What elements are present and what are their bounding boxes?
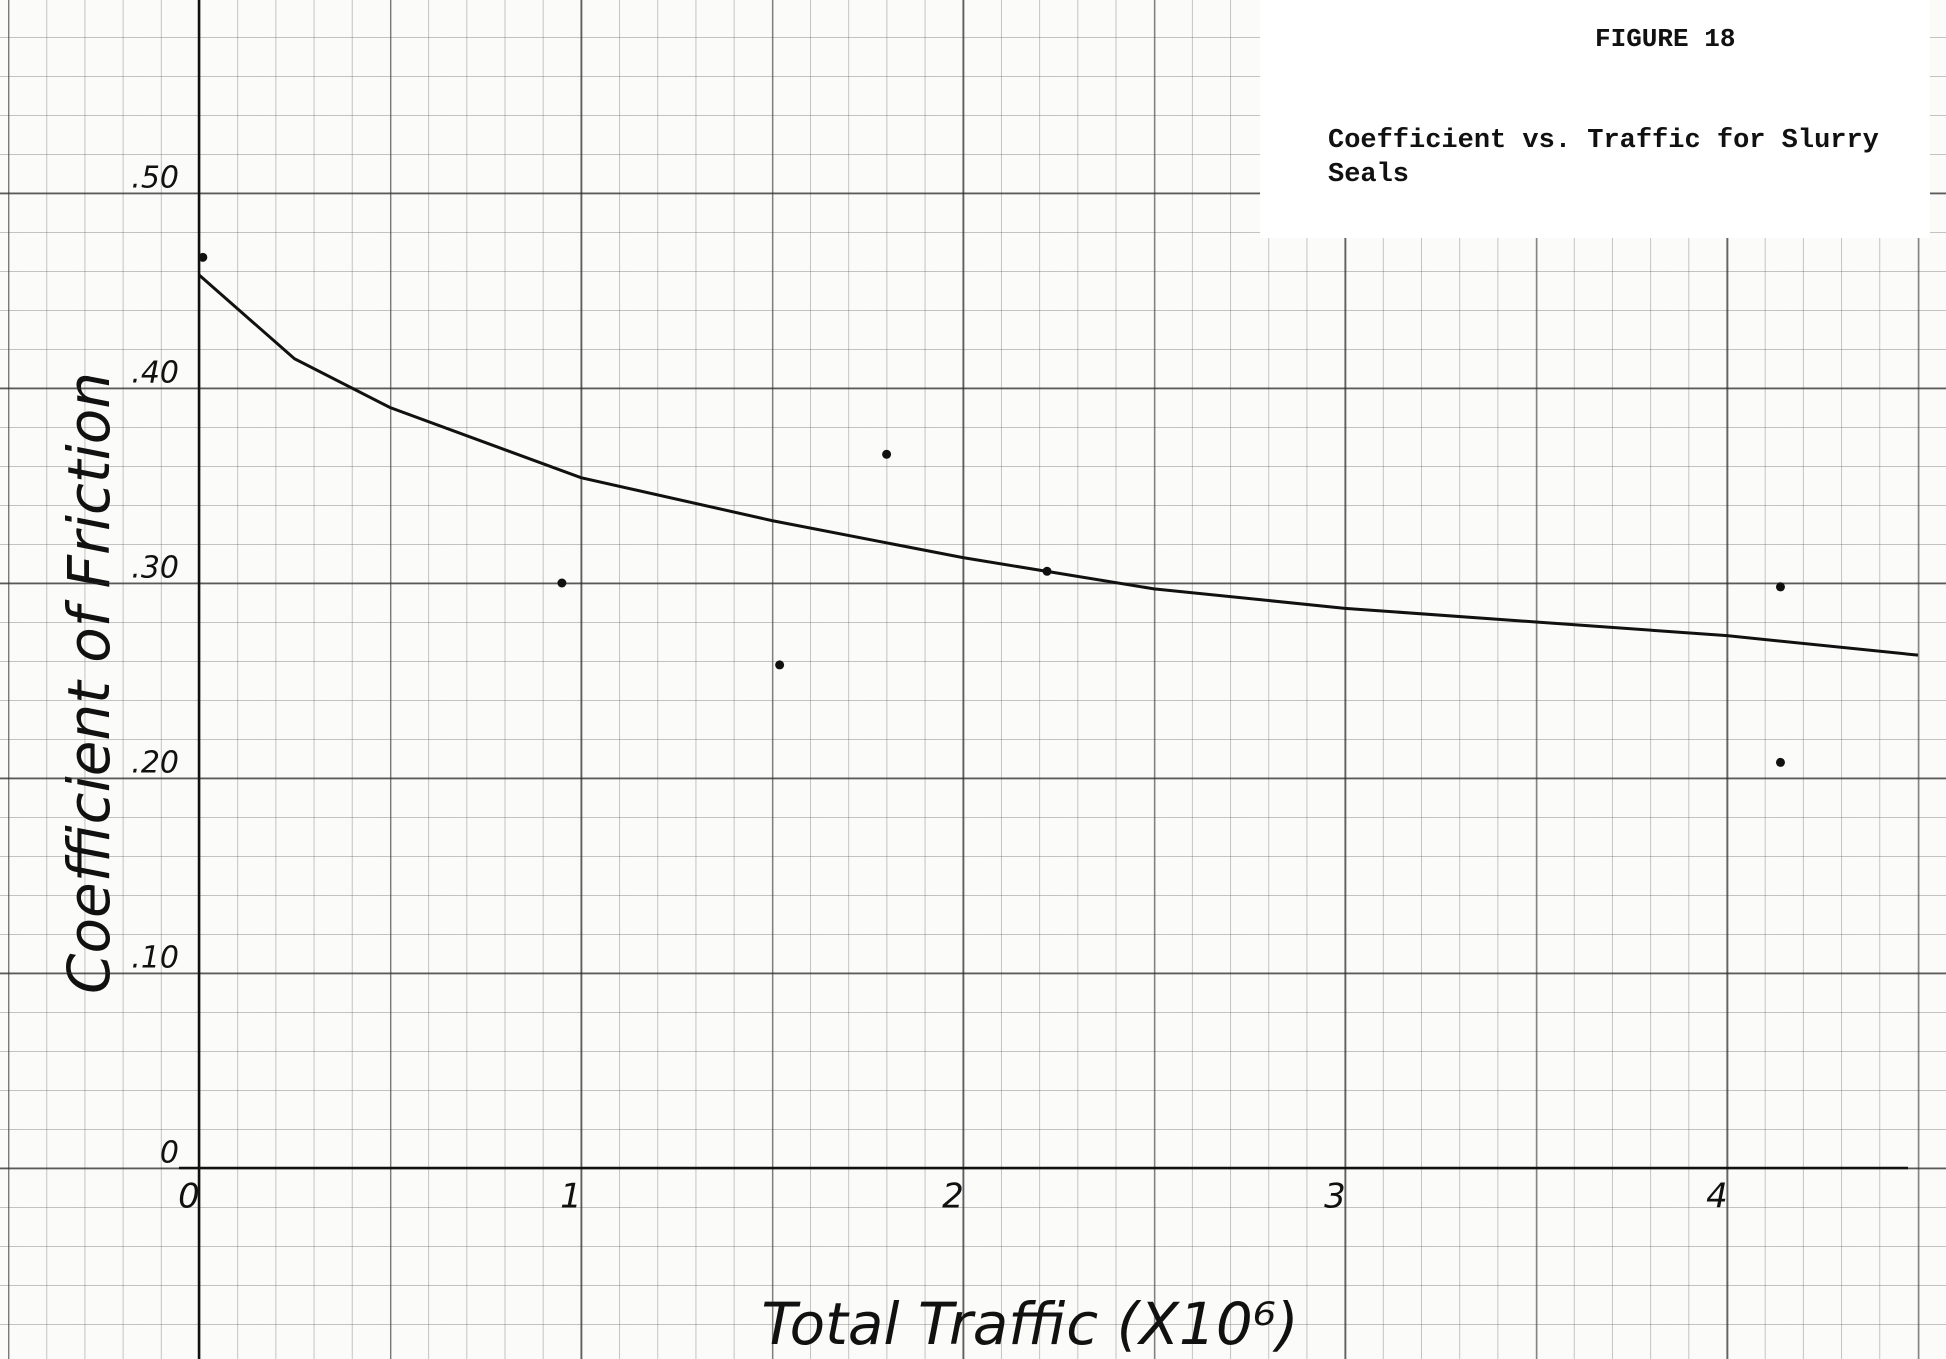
x-tick-label: 1 bbox=[560, 1177, 582, 1217]
y-tick-label: .30 bbox=[131, 551, 179, 586]
chart-title: Coefficient vs. Traffic for Slurry Seals bbox=[1328, 124, 1898, 192]
y-tick-label: .10 bbox=[131, 941, 179, 976]
y-tick-label: .20 bbox=[131, 746, 179, 781]
caption-box: FIGURE 18 Coefficient vs. Traffic for Sl… bbox=[1260, 0, 1930, 238]
data-point bbox=[557, 579, 566, 588]
data-point bbox=[198, 253, 207, 262]
x-tick-label: 4 bbox=[1706, 1177, 1728, 1217]
figure-label: FIGURE 18 bbox=[1595, 24, 1735, 54]
y-tick-label: .50 bbox=[131, 161, 179, 196]
fit-curve bbox=[199, 275, 1918, 655]
x-axis-label: Total Traffic (X10⁶) bbox=[761, 1290, 1298, 1358]
page: Coefficient of Friction Total Traffic (X… bbox=[0, 0, 1946, 1359]
x-tick-label: 0 bbox=[178, 1177, 200, 1217]
x-tick-label: 3 bbox=[1324, 1177, 1346, 1217]
y-tick-label: .40 bbox=[131, 356, 179, 391]
x-tick-label: 2 bbox=[942, 1177, 964, 1217]
data-point bbox=[882, 450, 891, 459]
data-point bbox=[775, 660, 784, 669]
y-axis-label: Coefficient of Friction bbox=[55, 372, 123, 994]
data-point bbox=[1043, 567, 1052, 576]
data-point bbox=[1776, 758, 1785, 767]
y-tick-label: 0 bbox=[160, 1136, 179, 1171]
data-point bbox=[1776, 582, 1785, 591]
